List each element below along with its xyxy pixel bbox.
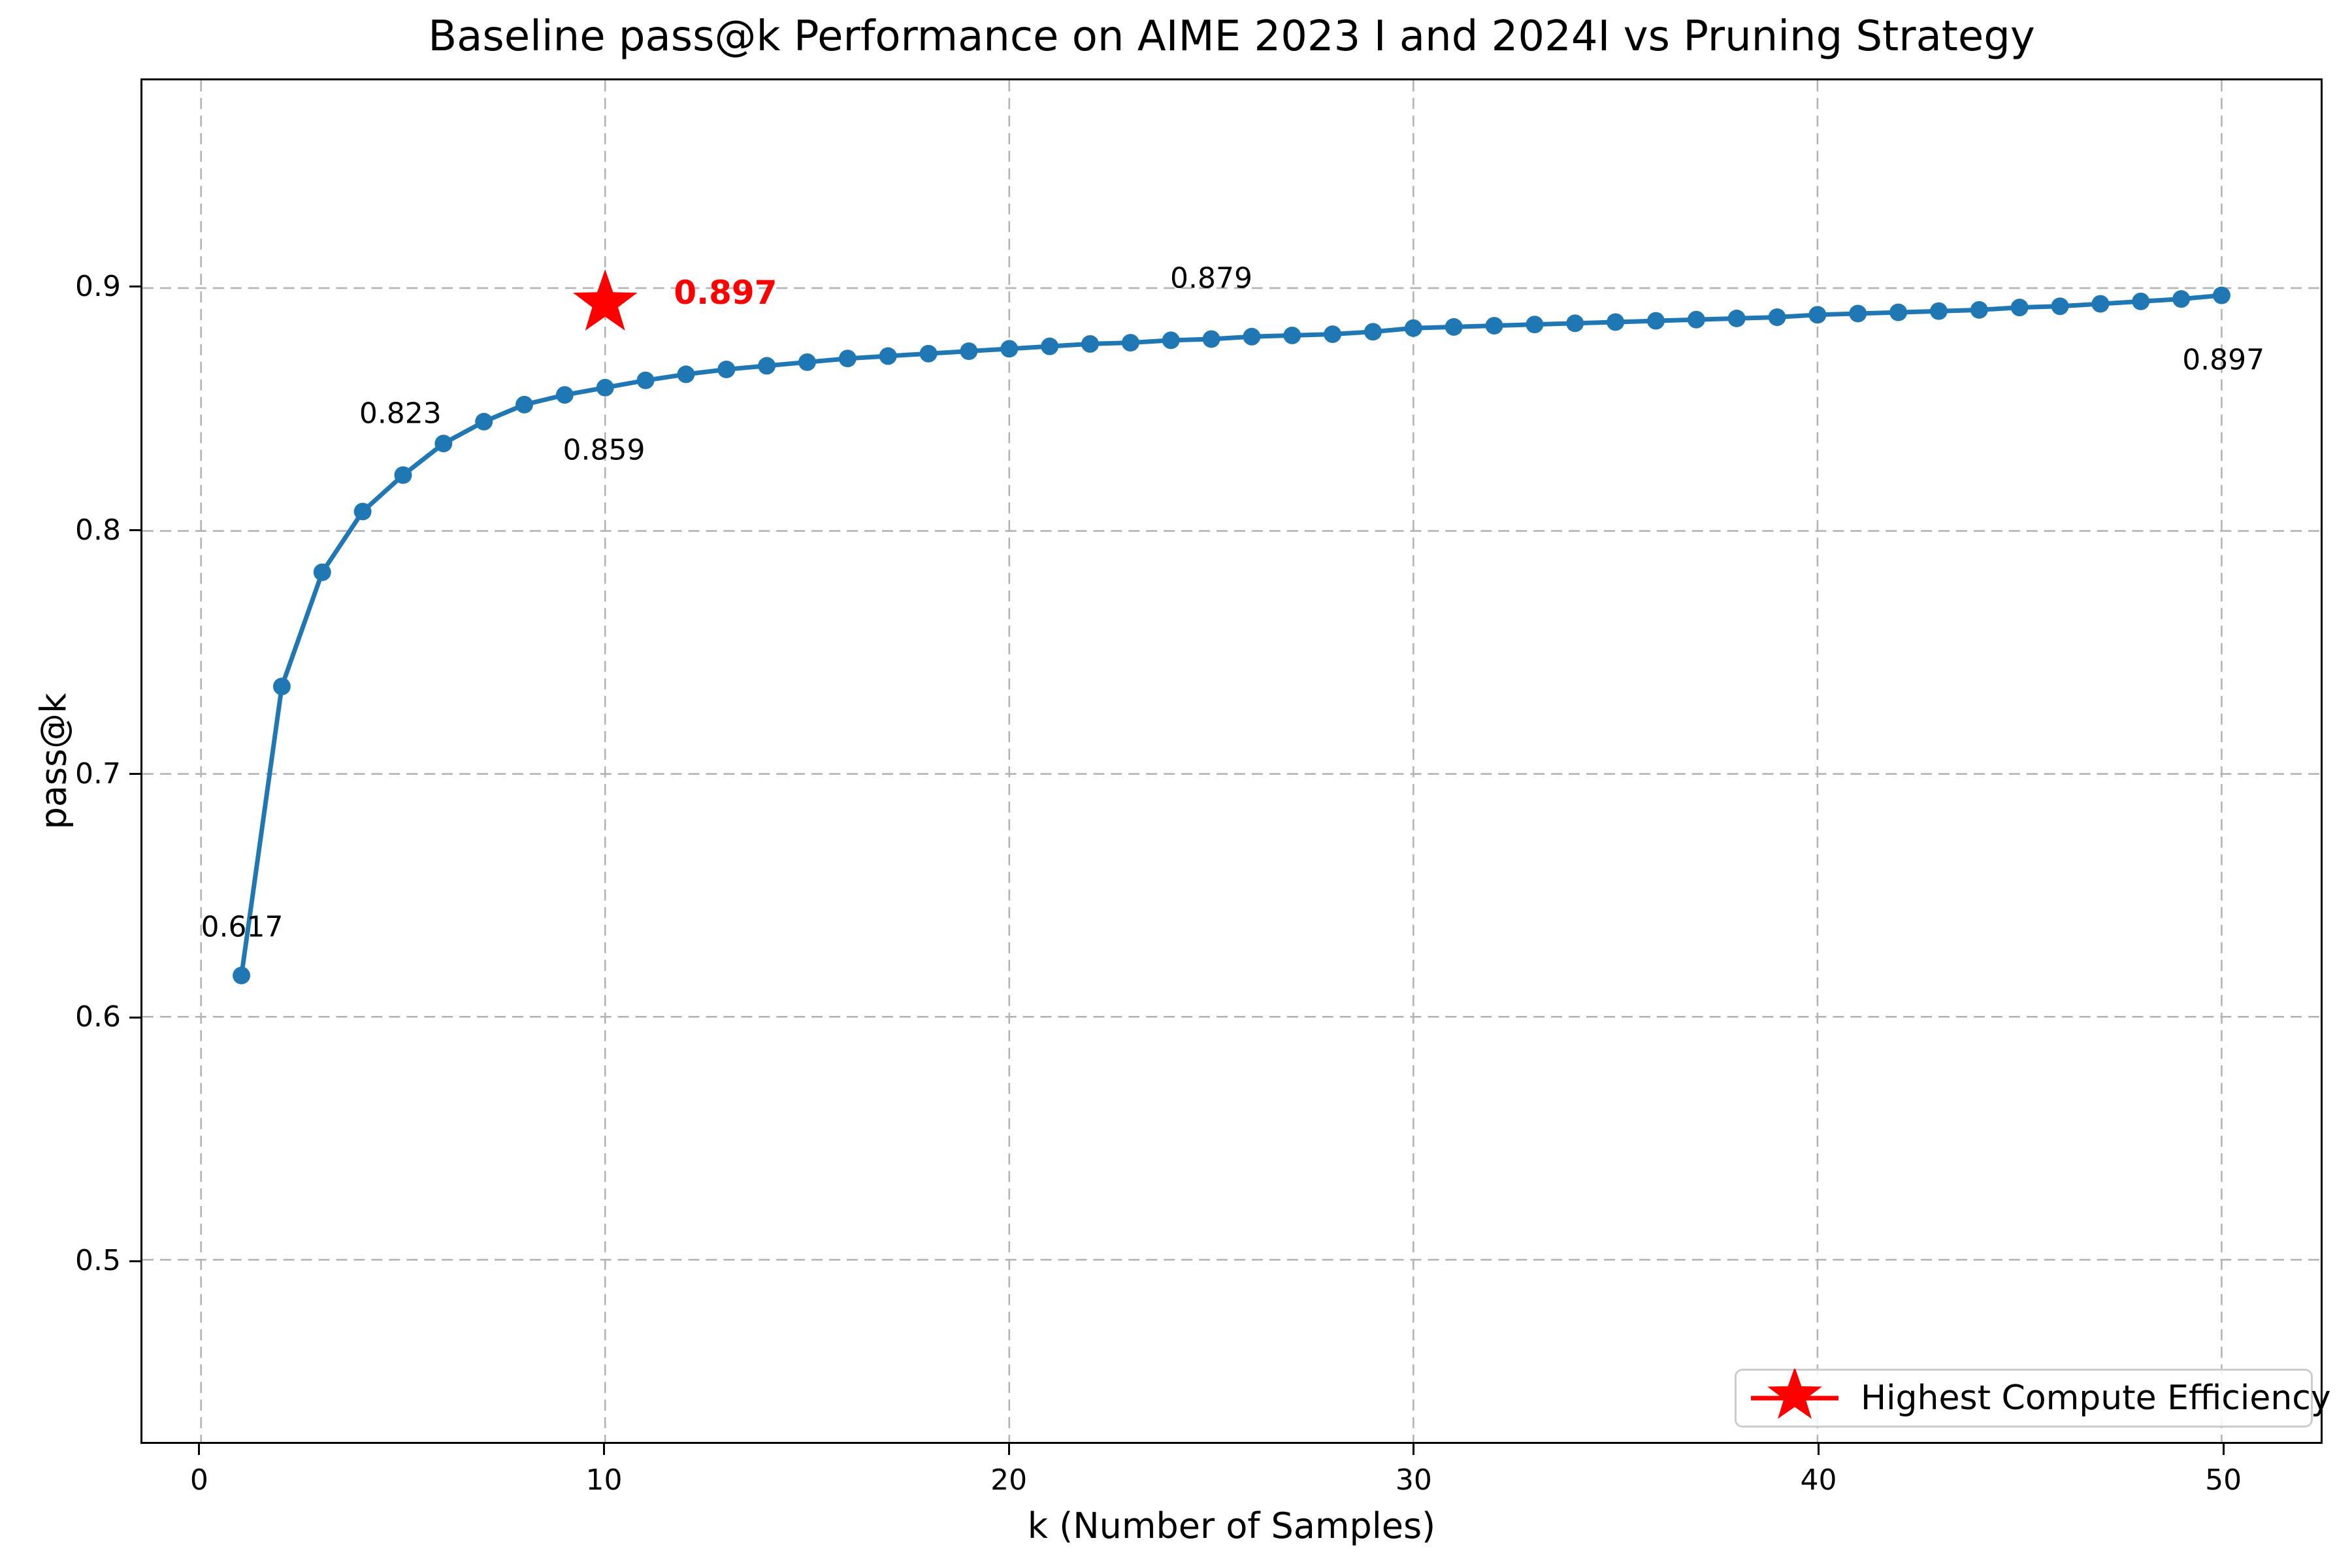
data-point	[960, 342, 978, 361]
data-point	[2091, 295, 2110, 313]
data-point	[758, 357, 776, 375]
data-point	[2132, 292, 2150, 310]
data-point	[1808, 306, 1827, 324]
x-tick-label: 10	[585, 1463, 623, 1497]
data-point	[555, 386, 574, 404]
data-point	[1364, 323, 1382, 341]
chart-title: Baseline pass@k Performance on AIME 2023…	[428, 12, 2035, 61]
plot-canvas	[142, 80, 2321, 1442]
data-point	[1000, 340, 1019, 358]
x-tick-mark	[198, 1444, 201, 1455]
legend-label: Highest Compute Efficiency	[1861, 1379, 2331, 1418]
y-tick-mark	[129, 529, 140, 532]
data-point	[233, 966, 251, 985]
data-point	[353, 502, 372, 521]
annotation-value: 0.859	[563, 433, 645, 467]
annotation-value: 0.879	[1170, 261, 1252, 295]
data-point	[2172, 290, 2191, 308]
x-tick-label: 30	[1395, 1463, 1432, 1497]
data-point	[2051, 297, 2069, 316]
data-point	[1162, 331, 1180, 350]
annotation-value: 0.823	[359, 397, 442, 431]
plot-area	[140, 78, 2323, 1444]
y-tick-mark	[129, 773, 140, 776]
x-axis-label: k (Number of Samples)	[1027, 1505, 1436, 1546]
data-point	[838, 350, 857, 368]
data-point	[919, 344, 938, 363]
data-point	[677, 365, 695, 384]
data-point	[2212, 286, 2230, 304]
data-point	[636, 371, 655, 389]
data-point	[1404, 319, 1422, 337]
data-point	[313, 563, 331, 581]
data-point	[717, 360, 736, 378]
data-point	[596, 378, 614, 397]
data-point	[1243, 327, 1261, 346]
data-point	[515, 395, 534, 414]
data-point	[1081, 335, 1099, 353]
data-point	[1768, 308, 1786, 326]
data-point	[879, 347, 897, 365]
y-tick-mark	[129, 1016, 140, 1019]
annotation-highlight-value: 0.897	[674, 274, 777, 312]
data-point	[394, 466, 412, 484]
data-point	[1727, 309, 1746, 327]
legend: Highest Compute Efficiency	[1735, 1369, 2331, 1428]
x-tick-mark	[603, 1444, 606, 1455]
x-tick-label: 0	[189, 1463, 208, 1497]
data-point	[1283, 326, 1301, 344]
x-tick-label: 50	[2205, 1463, 2242, 1497]
x-tick-mark	[1818, 1444, 1820, 1455]
y-tick-label: 0.6	[75, 1000, 121, 1034]
data-point	[1647, 312, 1665, 330]
x-tick-label: 20	[990, 1463, 1028, 1497]
data-point	[1041, 337, 1059, 355]
data-point	[1929, 302, 1948, 320]
data-point	[1485, 317, 1503, 335]
annotation-value: 0.617	[201, 910, 284, 944]
x-tick-mark	[2222, 1444, 2225, 1455]
data-point	[1970, 301, 1988, 319]
data-point	[272, 678, 291, 696]
x-tick-label: 40	[1800, 1463, 1837, 1497]
data-point	[1202, 330, 1220, 348]
data-point	[1687, 310, 1705, 329]
data-point	[2010, 299, 2029, 317]
data-point	[475, 412, 493, 431]
y-tick-label: 0.8	[75, 513, 121, 547]
x-tick-mark	[1007, 1444, 1010, 1455]
data-point	[1607, 313, 1625, 331]
y-tick-label: 0.7	[75, 757, 121, 791]
x-tick-mark	[1413, 1444, 1415, 1455]
data-point	[798, 353, 816, 371]
y-tick-label: 0.5	[75, 1244, 121, 1278]
data-point	[1566, 314, 1584, 333]
legend-star-icon	[1751, 1369, 1838, 1419]
data-point	[1121, 334, 1139, 352]
data-point	[1324, 325, 1342, 344]
y-tick-mark	[129, 286, 140, 288]
data-point	[1889, 303, 1908, 321]
data-point	[1445, 318, 1463, 336]
y-tick-label: 0.9	[75, 269, 121, 303]
y-tick-mark	[129, 1260, 140, 1262]
data-point	[1849, 304, 1867, 323]
series-line	[239, 293, 2224, 978]
highlight-star-icon	[572, 269, 638, 331]
data-point	[434, 434, 453, 453]
annotation-value: 0.897	[2182, 343, 2265, 377]
data-point	[1526, 316, 1544, 334]
